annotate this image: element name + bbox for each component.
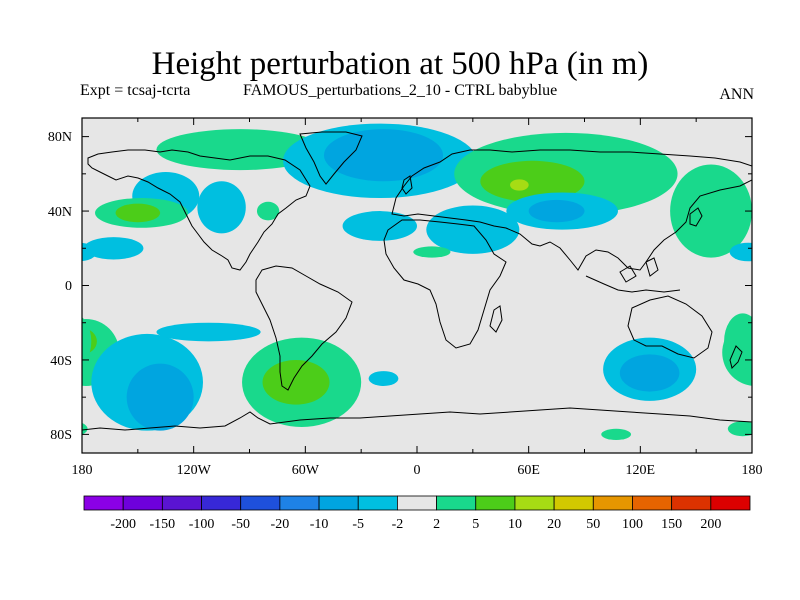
- anomaly-region-neg_2_5: [82, 242, 97, 262]
- anomaly-region-pos_2_5: [82, 317, 92, 366]
- x-tick-label-180w: 180: [72, 463, 93, 478]
- colorbar-swatch: [632, 495, 673, 511]
- colorbar-label: 50: [586, 517, 600, 532]
- anomaly-region-pos_2_5: [601, 428, 632, 440]
- coast-indonesia: [585, 257, 681, 293]
- x-tick-label-60w: 60W: [292, 463, 320, 478]
- anomaly-region-neg_2_5: [342, 211, 417, 241]
- x-tick-label-120w: 120W: [177, 463, 212, 478]
- y-tick-label-40n: 40N: [48, 205, 72, 220]
- coast-madagascar: [489, 305, 503, 333]
- y-tick-label-40s: 40S: [50, 354, 72, 369]
- coast-north-america: [87, 149, 311, 271]
- anomaly-region-pos_2_5: [670, 164, 752, 258]
- anomaly-region-pos_2_5: [82, 422, 88, 435]
- anomaly-region-neg_5_10: [0, 354, 9, 391]
- experiment-label: Expt = tcsaj-tcrta: [80, 82, 191, 99]
- colorbar-swatch: [514, 495, 555, 511]
- coastlines: [82, 131, 752, 431]
- colorbar-swatch: [161, 495, 202, 511]
- coast-south-america: [255, 265, 353, 391]
- anomaly-region-neg_5_10: [528, 199, 585, 223]
- anomaly-region-neg_2_5: [426, 205, 520, 254]
- anomaly-region-neg_5_10: [323, 129, 444, 182]
- coast-uk: [401, 175, 413, 195]
- x-tick-label-120e: 120E: [626, 463, 656, 478]
- y-tick-label-80s: 80S: [50, 428, 72, 443]
- anomaly-region-neg_2_5: [156, 322, 261, 342]
- coast-japan: [689, 207, 703, 227]
- plot-subtitle: FAMOUS_perturbations_2_10 - CTRL babyblu…: [243, 82, 558, 99]
- colorbar-label: 2: [433, 517, 440, 532]
- season-label: ANN: [719, 86, 754, 103]
- anomaly-region-neg_5_10: [126, 363, 194, 431]
- anomaly-region-neg_2_5: [197, 181, 246, 234]
- anomaly-region-neg_2_5: [729, 242, 752, 262]
- anomaly-region-pos_2_5: [727, 421, 752, 437]
- anomaly-region-pos_2_5: [765, 198, 800, 228]
- colorbar-labels: -200 -150 -100 -50 -20 -10 -5 -2 2 5 10 …: [110, 517, 721, 532]
- coast-australia: [627, 295, 713, 359]
- colorbar-label: -20: [271, 517, 290, 532]
- coast-africa: [383, 219, 507, 349]
- colorbar-label: 200: [700, 517, 721, 532]
- anomaly-region-neg_2_5: [0, 338, 26, 401]
- colorbar-swatch: [83, 495, 124, 511]
- anomaly-field: [0, 123, 800, 440]
- coast-eurasia: [391, 149, 752, 271]
- colorbar-swatch: [240, 495, 281, 511]
- anomaly-region-neg_2_5: [368, 371, 399, 386]
- colorbar-swatch: [710, 495, 751, 511]
- anomaly-region-neg_2_5: [761, 334, 800, 431]
- plot-title: Height perturbation at 500 hPa (in m): [151, 46, 649, 82]
- anomaly-region-pos_5_10: [786, 204, 800, 223]
- colorbar-label: 20: [547, 517, 561, 532]
- anomaly-region-pos_2_5: [413, 246, 451, 258]
- coast-antarctica: [82, 407, 752, 431]
- x-tick-label-60e: 60E: [517, 463, 540, 478]
- anomaly-region-pos_2_5: [0, 133, 8, 215]
- colorbar-swatch: [357, 495, 398, 511]
- colorbar-swatch: [553, 495, 594, 511]
- colorbar-swatch: [671, 495, 712, 511]
- colorbar-swatch: [592, 495, 633, 511]
- colorbar-label: -2: [392, 517, 404, 532]
- anomaly-region-pos_2_5: [156, 129, 324, 171]
- coast-new-zealand: [729, 345, 743, 369]
- colorbar-label: 100: [622, 517, 643, 532]
- coast-greenland: [299, 131, 363, 185]
- anomaly-region-pos_5_10: [115, 203, 161, 223]
- colorbar-label: -5: [352, 517, 364, 532]
- colorbar-swatch: [122, 495, 163, 511]
- anomaly-region-neg_2_5: [83, 237, 144, 260]
- anomaly-region-pos_5_10: [480, 160, 585, 202]
- colorbar-swatch: [318, 495, 359, 511]
- x-tick-label-180e: 180: [742, 463, 763, 478]
- colorbar-swatch: [201, 495, 242, 511]
- y-tick-label-0: 0: [65, 279, 72, 294]
- colorbar-label: -50: [231, 517, 250, 532]
- x-tick-label-0: 0: [414, 463, 421, 478]
- colorbar-label: -10: [310, 517, 329, 532]
- colorbar-label: -200: [110, 517, 136, 532]
- anomaly-region-pos_5_10: [262, 359, 330, 405]
- colorbar-label: 10: [508, 517, 522, 532]
- colorbar-label: 5: [472, 517, 479, 532]
- colorbar-swatch: [436, 495, 477, 511]
- colorbar-swatch: [279, 495, 320, 511]
- colorbar: [83, 495, 751, 511]
- anomaly-region-pos_2_5: [256, 201, 280, 221]
- colorbar-label: 150: [661, 517, 682, 532]
- colorbar-label: -100: [189, 517, 215, 532]
- colorbar-label: -150: [150, 517, 176, 532]
- anomaly-region-pos_2_5: [724, 313, 752, 370]
- y-tick-label-80n: 80N: [48, 130, 72, 145]
- colorbar-swatch: [475, 495, 516, 511]
- map-ticks: [81, 118, 753, 453]
- anomaly-region-pos_10_20: [510, 179, 529, 191]
- colorbar-swatch: [397, 495, 437, 511]
- anomaly-region-neg_5_10: [619, 354, 680, 392]
- anomaly-region-neg_2_5: [754, 237, 800, 259]
